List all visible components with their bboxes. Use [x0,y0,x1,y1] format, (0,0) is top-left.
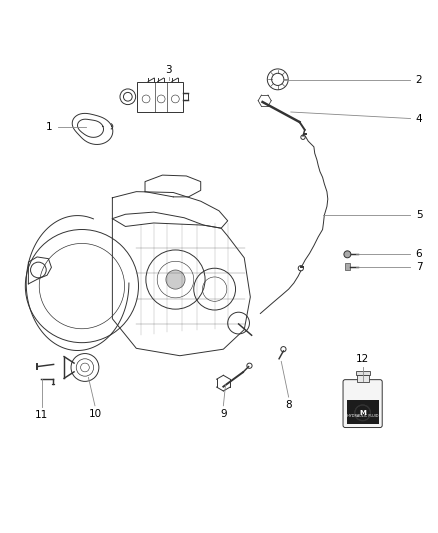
Text: 3: 3 [166,65,172,75]
Circle shape [355,405,371,421]
Circle shape [166,270,185,289]
Circle shape [344,251,351,258]
Text: 4: 4 [416,114,422,124]
Text: M: M [359,410,366,416]
Text: 10: 10 [88,409,102,419]
Text: 11: 11 [35,410,49,420]
Text: 7: 7 [416,262,422,271]
FancyBboxPatch shape [343,379,382,427]
Bar [346,400,379,424]
Text: 2: 2 [416,75,422,85]
Text: 1: 1 [46,122,53,132]
Text: 12: 12 [356,354,369,365]
Text: 5: 5 [416,210,422,220]
FancyBboxPatch shape [345,263,350,270]
Bar [356,370,370,375]
Text: HYDRAULIC FLUID: HYDRAULIC FLUID [347,414,378,417]
Text: 9: 9 [220,409,226,419]
Bar [357,375,369,382]
Text: 6: 6 [416,249,422,260]
Text: 8: 8 [285,400,292,410]
